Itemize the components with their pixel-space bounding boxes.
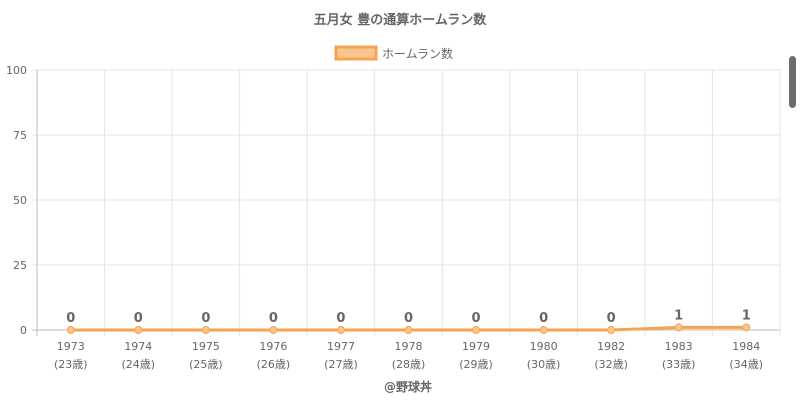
data-point xyxy=(201,326,210,334)
data-point xyxy=(742,323,751,332)
x-tick-label: 1974 xyxy=(124,340,152,353)
x-tick-sublabel: (34歳) xyxy=(729,358,763,371)
data-point xyxy=(674,323,683,332)
y-tick-label: 0 xyxy=(20,324,27,337)
y-tick-label: 25 xyxy=(13,259,27,272)
data-label: 0 xyxy=(539,311,548,326)
data-label: 0 xyxy=(269,311,278,326)
data-point xyxy=(539,326,548,334)
x-tick-sublabel: (23歳) xyxy=(54,358,88,371)
data-label: 1 xyxy=(674,308,683,323)
x-axis: 1973 (23歳) 1974 (24歳) 1975 (25歳) 1976 (26歳) 1977… xyxy=(54,340,763,371)
data-point xyxy=(269,326,278,334)
data-label: 0 xyxy=(134,311,143,326)
x-tick-sublabel: (30歳) xyxy=(527,358,561,371)
x-tick-sublabel: (28歳) xyxy=(392,358,426,371)
x-tick-label: 1976 xyxy=(259,340,287,353)
data-label: 1 xyxy=(742,308,751,323)
legend-label: ホームラン数 xyxy=(382,46,453,61)
data-label: 0 xyxy=(472,311,481,326)
x-tick-sublabel: (29歳) xyxy=(459,358,493,371)
x-tick-label: 1973 xyxy=(57,340,85,353)
grid xyxy=(32,69,781,336)
data-point xyxy=(66,326,75,334)
x-tick-label: 1977 xyxy=(327,340,355,353)
data-point xyxy=(404,326,413,334)
y-axis: 0 25 50 75 100 xyxy=(6,64,27,337)
data-point xyxy=(336,326,345,334)
data-labels: 0 0 0 0 0 0 0 0 0 1 1 xyxy=(66,308,751,326)
y-tick-label: 50 xyxy=(13,194,27,207)
x-tick-sublabel: (26歳) xyxy=(257,358,291,371)
x-tick-label: 1978 xyxy=(395,340,423,353)
x-tick-label: 1983 xyxy=(665,340,693,353)
x-tick-sublabel: (27歳) xyxy=(324,358,358,371)
footer-credit: @野球丼 xyxy=(384,379,432,394)
x-tick-sublabel: (24歳) xyxy=(122,358,156,371)
data-label: 0 xyxy=(336,311,345,326)
scrollbar[interactable] xyxy=(789,56,796,108)
x-tick-sublabel: (25歳) xyxy=(189,358,223,371)
chart-title: 五月女 豊の通算ホームラン数 xyxy=(314,12,487,28)
legend: ホームラン数 xyxy=(334,45,453,61)
x-tick-label: 1979 xyxy=(462,340,490,353)
x-tick-sublabel: (33歳) xyxy=(662,358,696,371)
data-label: 0 xyxy=(404,311,413,326)
x-tick-label: 1982 xyxy=(597,340,625,353)
data-point xyxy=(134,326,143,334)
data-point xyxy=(607,326,616,334)
data-label: 0 xyxy=(607,311,616,326)
data-label: 0 xyxy=(201,311,210,326)
data-point xyxy=(472,326,481,334)
x-tick-sublabel: (32歳) xyxy=(594,358,628,371)
x-tick-label: 1975 xyxy=(192,340,220,353)
legend-swatch xyxy=(334,45,378,61)
y-tick-label: 100 xyxy=(6,64,27,77)
y-tick-label: 75 xyxy=(13,129,27,142)
data-label: 0 xyxy=(66,311,75,326)
x-tick-label: 1980 xyxy=(530,340,558,353)
x-tick-label: 1984 xyxy=(732,340,760,353)
series-home-runs xyxy=(66,323,751,334)
